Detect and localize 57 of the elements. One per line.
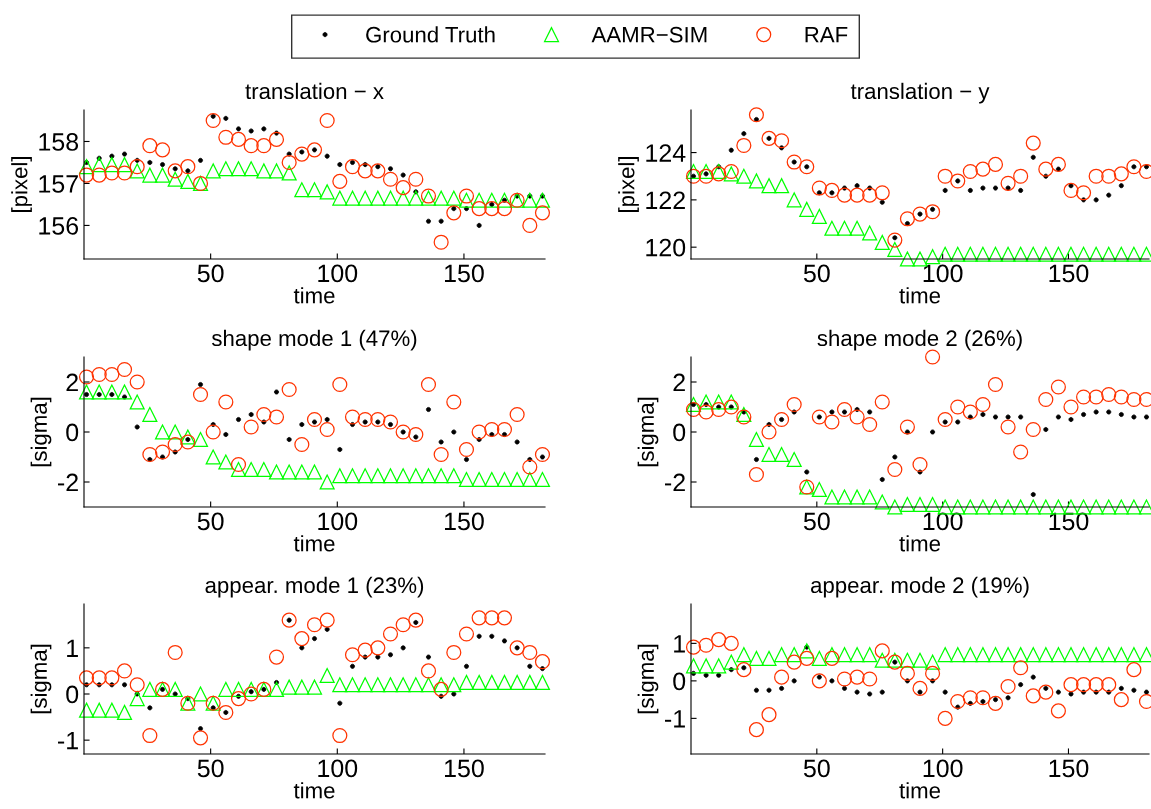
x-tick-label: 50 (803, 264, 830, 283)
x-axis-title: time (899, 287, 940, 304)
chart-title: shape mode 1 (47%) (211, 329, 417, 351)
y-tick-label: -2 (58, 473, 78, 492)
y-axis-title: [sigma] (637, 644, 659, 714)
y-tick-label: 122 (646, 191, 685, 209)
x-axis-title: time (899, 535, 940, 552)
x-tick-label: 50 (803, 759, 830, 778)
y-tick-label: 158 (39, 133, 79, 151)
y-tick-label: 0 (66, 423, 79, 442)
legend-label: AAMR−SIM (591, 26, 707, 43)
chart-title: shape mode 2 (26%) (817, 329, 1022, 351)
chart-title: appear. mode 2 (19%) (811, 576, 1029, 598)
x-tick-label: 50 (803, 512, 830, 531)
y-axis-title: [sigma] (30, 397, 52, 467)
x-tick-label: 150 (445, 759, 484, 778)
x-tick-label: 100 (318, 264, 358, 283)
y-axis-title: [pixel] (11, 157, 32, 212)
y-tick-label: 157 (39, 175, 78, 193)
x-tick-label: 150 (1049, 759, 1089, 778)
x-tick-label: 100 (923, 759, 963, 778)
y-tick-label: 0 (66, 685, 79, 704)
x-tick-label: 150 (445, 264, 484, 283)
legend-label: RAF (805, 27, 848, 43)
x-axis-title: time (293, 287, 335, 304)
x-tick-label: 50 (197, 512, 224, 531)
x-axis-title: time (293, 535, 335, 552)
y-tick-label: 0 (673, 672, 686, 691)
y-tick-label: 2 (673, 373, 685, 392)
x-tick-label: 100 (923, 512, 963, 531)
y-tick-label: -2 (665, 473, 685, 492)
x-axis-title: time (899, 782, 940, 799)
y-tick-label: 1 (67, 639, 78, 657)
x-tick-label: 150 (1049, 264, 1089, 283)
y-tick-label: 2 (66, 373, 78, 392)
chart-title: appear. mode 1 (23%) (205, 576, 424, 598)
x-tick-label: 50 (197, 759, 224, 778)
x-tick-label: 100 (923, 264, 963, 283)
y-tick-label: 1 (674, 635, 685, 653)
y-axis-title: [sigma] (30, 644, 52, 714)
chart-title: translation − y (850, 82, 990, 104)
y-tick-label: 0 (673, 423, 686, 442)
x-tick-label: 100 (318, 512, 358, 531)
y-axis-title: [sigma] (637, 397, 659, 467)
x-tick-label: 150 (1049, 512, 1089, 531)
y-tick-label: 156 (39, 217, 79, 235)
x-axis-title: time (293, 782, 335, 799)
y-tick-label: 124 (646, 144, 686, 162)
x-tick-label: 50 (197, 264, 224, 283)
y-axis-title: [pixel] (618, 157, 639, 212)
x-tick-label: 100 (318, 759, 358, 778)
x-tick-label: 150 (445, 512, 484, 531)
y-tick-label: -1 (58, 732, 78, 750)
y-tick-label: 120 (646, 238, 686, 257)
y-tick-label: -1 (665, 710, 685, 728)
chart-title: translation − x (245, 82, 384, 100)
legend-label: Ground Truth (366, 26, 495, 43)
